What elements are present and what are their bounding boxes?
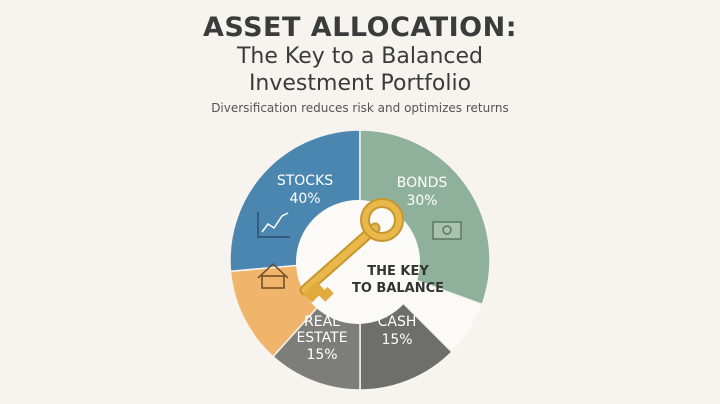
subtitle-line-2: Investment Portfolio <box>248 71 472 96</box>
chart-trend-icon <box>257 212 290 238</box>
page-title: ASSET ALLOCATION: <box>202 12 518 43</box>
label-bonds-value: 30% <box>406 193 437 209</box>
label-cash-name: CASH <box>378 314 417 330</box>
label-stocks-name: STOCKS <box>277 173 333 189</box>
label-realestate-value: 15% <box>306 347 337 363</box>
center-text-1: THE KEY <box>367 264 429 279</box>
tagline: Diversification reduces risk and optimiz… <box>211 101 509 115</box>
label-realestate-name2: ESTATE <box>296 330 347 346</box>
label-cash-value: 15% <box>381 332 412 348</box>
label-realestate-name: REAL <box>304 314 340 330</box>
label-bonds-name: BONDS <box>397 175 448 191</box>
key-icon <box>299 198 404 303</box>
subtitle-line-1: The Key to a Balanced <box>236 44 484 69</box>
house-icon <box>257 262 289 289</box>
center-text-2: TO BALANCE <box>352 281 444 296</box>
label-stocks-value: 40% <box>289 191 320 207</box>
money-bill-icon <box>432 221 462 240</box>
